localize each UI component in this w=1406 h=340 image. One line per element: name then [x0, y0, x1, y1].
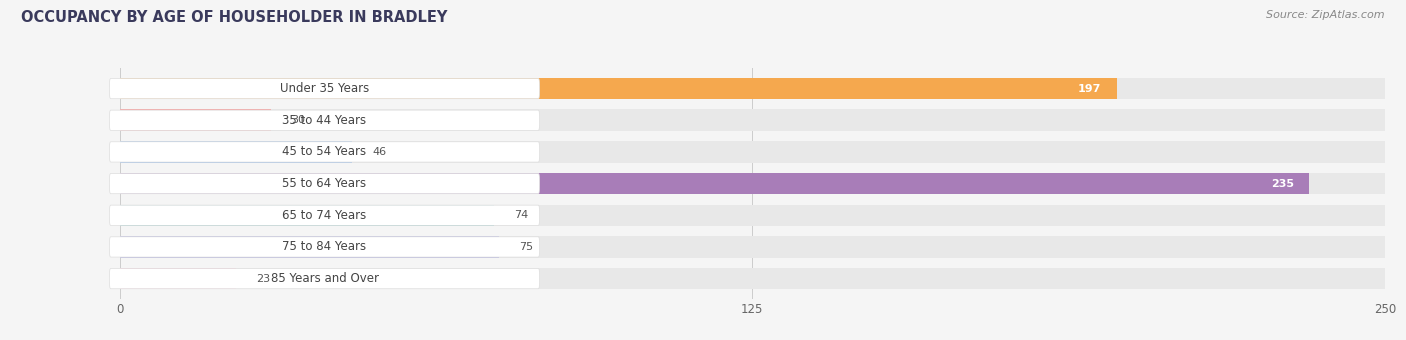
- Bar: [120, 173, 1309, 194]
- Text: 74: 74: [515, 210, 529, 220]
- Text: 235: 235: [1271, 178, 1294, 189]
- FancyBboxPatch shape: [110, 205, 540, 225]
- FancyBboxPatch shape: [110, 237, 540, 257]
- Text: 75: 75: [519, 242, 533, 252]
- Text: 197: 197: [1078, 84, 1101, 94]
- Text: 55 to 64 Years: 55 to 64 Years: [283, 177, 367, 190]
- FancyBboxPatch shape: [110, 110, 540, 131]
- Text: 35 to 44 Years: 35 to 44 Years: [283, 114, 367, 127]
- Bar: [120, 109, 1385, 131]
- FancyBboxPatch shape: [110, 79, 540, 99]
- Text: 23: 23: [256, 274, 270, 284]
- Text: Under 35 Years: Under 35 Years: [280, 82, 370, 95]
- FancyBboxPatch shape: [110, 142, 540, 162]
- Text: 65 to 74 Years: 65 to 74 Years: [283, 209, 367, 222]
- Text: 30: 30: [291, 115, 305, 125]
- Bar: [120, 236, 1385, 258]
- Bar: [120, 204, 494, 226]
- Bar: [120, 109, 271, 131]
- Bar: [120, 141, 1385, 163]
- Text: 46: 46: [373, 147, 387, 157]
- Text: 85 Years and Over: 85 Years and Over: [270, 272, 378, 285]
- Bar: [120, 173, 1385, 194]
- Text: OCCUPANCY BY AGE OF HOUSEHOLDER IN BRADLEY: OCCUPANCY BY AGE OF HOUSEHOLDER IN BRADL…: [21, 10, 447, 25]
- Bar: [120, 236, 499, 258]
- Bar: [120, 268, 236, 289]
- Text: Source: ZipAtlas.com: Source: ZipAtlas.com: [1267, 10, 1385, 20]
- Bar: [120, 268, 1385, 289]
- FancyBboxPatch shape: [110, 269, 540, 289]
- Bar: [120, 78, 1116, 99]
- Text: 45 to 54 Years: 45 to 54 Years: [283, 146, 367, 158]
- Bar: [120, 141, 353, 163]
- Bar: [120, 78, 1385, 99]
- Text: 75 to 84 Years: 75 to 84 Years: [283, 240, 367, 253]
- Bar: [120, 204, 1385, 226]
- FancyBboxPatch shape: [110, 173, 540, 194]
